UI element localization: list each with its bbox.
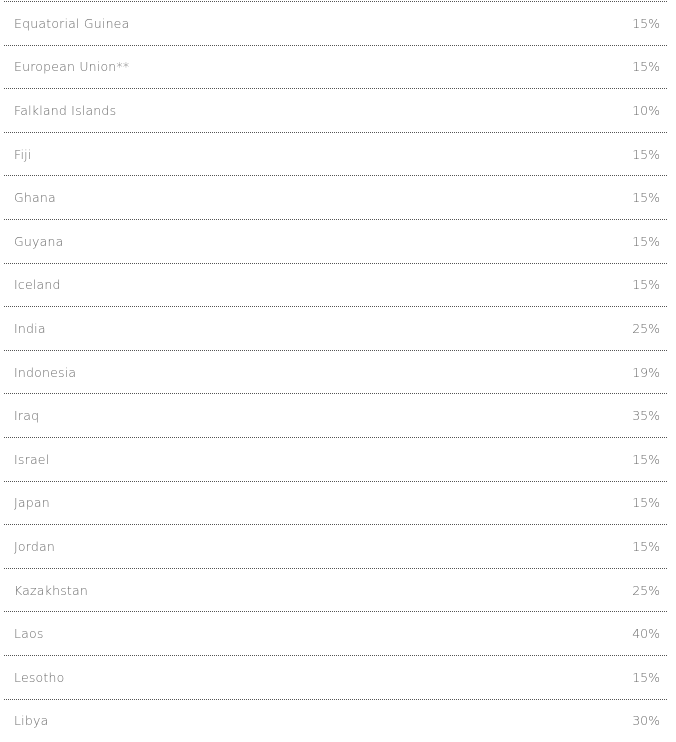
tariff-rate: 19%	[632, 365, 667, 380]
country-name: Guyana	[4, 234, 63, 249]
table-row: Kazakhstan 25%	[4, 568, 667, 612]
table-row: Indonesia 19%	[4, 350, 667, 394]
table-row: Falkland Islands 10%	[4, 88, 667, 132]
country-name: European Union**	[4, 59, 129, 74]
country-name: Laos	[4, 626, 44, 641]
tariff-rate: 10%	[632, 103, 667, 118]
table-row: Israel 15%	[4, 437, 667, 481]
tariff-rate: 15%	[632, 147, 667, 162]
country-name: Libya	[4, 713, 48, 728]
table-row: Ghana 15%	[4, 175, 667, 219]
table-row: Lesotho 15%	[4, 655, 667, 699]
table-row: Japan 15%	[4, 481, 667, 525]
tariff-rate: 40%	[632, 626, 667, 641]
country-name: Indonesia	[4, 365, 76, 380]
country-name: Israel	[4, 452, 49, 467]
tariff-rate: 25%	[632, 583, 667, 598]
table-row: Equatorial Guinea 15%	[4, 1, 667, 45]
tariff-rate: 15%	[632, 495, 667, 510]
country-name: Fiji	[4, 147, 32, 162]
table-row: Laos 40%	[4, 611, 667, 655]
country-name: Japan	[4, 495, 50, 510]
table-row: Jordan 15%	[4, 524, 667, 568]
country-name: Lesotho	[4, 670, 64, 685]
country-name: Equatorial Guinea	[4, 16, 129, 31]
tariff-rate: 25%	[632, 321, 667, 336]
tariff-rate: 15%	[632, 452, 667, 467]
table-row: Iceland 15%	[4, 263, 667, 307]
table-row: Fiji 15%	[4, 132, 667, 176]
table-row: European Union** 15%	[4, 45, 667, 89]
tariff-rate: 15%	[632, 16, 667, 31]
country-name: Iraq	[4, 408, 39, 423]
tariff-rate: 35%	[632, 408, 667, 423]
country-name: India	[4, 321, 46, 336]
tariff-rate: 15%	[632, 539, 667, 554]
country-name: Falkland Islands	[4, 103, 116, 118]
tariff-rate: 15%	[632, 59, 667, 74]
table-row: Guyana 15%	[4, 219, 667, 263]
table-row: India 25%	[4, 306, 667, 350]
tariff-rate: 15%	[632, 670, 667, 685]
tariff-rate: 15%	[632, 277, 667, 292]
tariff-rate: 15%	[632, 190, 667, 205]
country-name: Kazakhstan	[4, 583, 88, 598]
tariff-rate: 15%	[632, 234, 667, 249]
country-name: Ghana	[4, 190, 56, 205]
table-row: Libya 30%	[4, 699, 667, 742]
table-row: Iraq 35%	[4, 393, 667, 437]
country-name: Jordan	[4, 539, 55, 554]
tariff-rate: 30%	[632, 713, 667, 728]
country-name: Iceland	[4, 277, 61, 292]
